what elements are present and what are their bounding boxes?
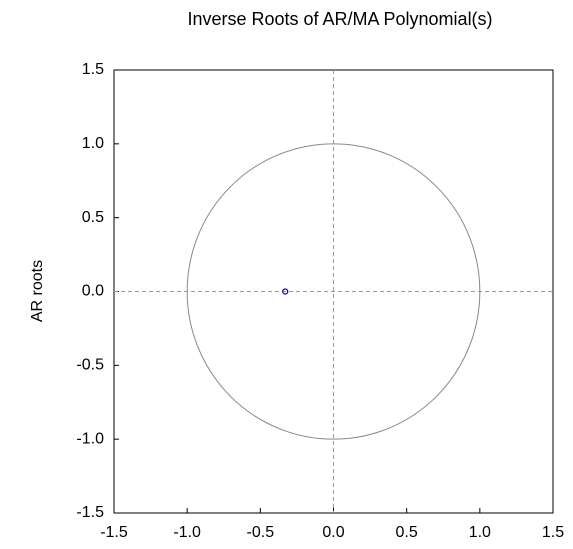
x-tick-label: 0.5	[396, 524, 418, 541]
y-tick-label: 1.0	[82, 135, 104, 152]
x-tick-label: -1.0	[173, 524, 201, 541]
unit-circle	[186, 143, 481, 440]
x-tick-label: 1.0	[469, 524, 491, 541]
x-tick-label: -0.5	[247, 524, 275, 541]
y-tick-label: -1.0	[76, 430, 104, 447]
y-tick-label: 0.5	[82, 209, 104, 226]
x-tick-label: 0.0	[322, 524, 344, 541]
y-axis-label: AR roots	[29, 260, 46, 322]
root-point	[282, 288, 289, 295]
y-tick-label: -0.5	[76, 357, 104, 374]
x-tick-label: -1.5	[100, 524, 128, 541]
chart-title: Inverse Roots of AR/MA Polynomial(s)	[187, 9, 492, 29]
y-tick-label: -1.5	[76, 504, 104, 521]
y-tick-label: 1.5	[82, 61, 104, 78]
y-tick-label: 0.0	[82, 283, 104, 300]
x-tick-label: 1.5	[542, 524, 564, 541]
